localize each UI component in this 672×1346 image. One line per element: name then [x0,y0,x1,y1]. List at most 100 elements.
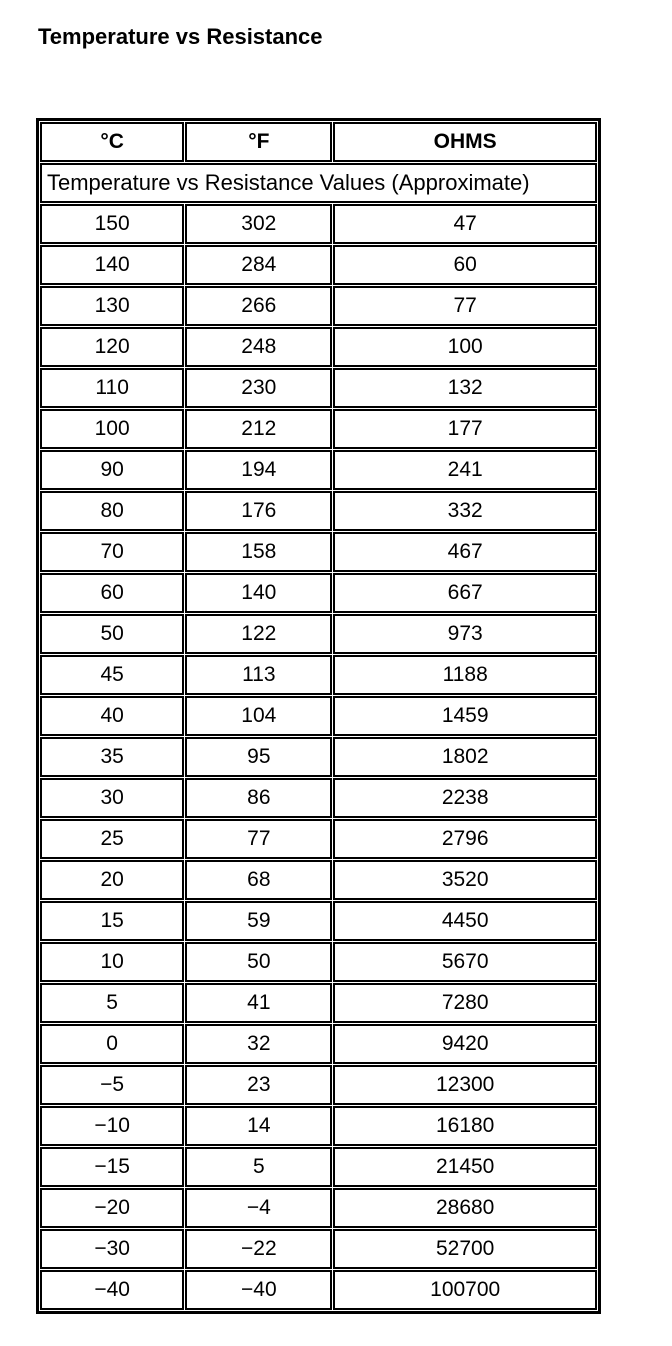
cell-ohms: 973 [333,614,597,654]
cell-ohms: 100700 [333,1270,597,1310]
cell-celsius: 80 [40,491,185,531]
cell-fahrenheit: 23 [185,1065,333,1105]
cell-celsius: 150 [40,204,185,244]
cell-ohms: 1188 [333,655,597,695]
table-row: 110 230 132 [40,368,597,408]
cell-fahrenheit: 14 [185,1106,333,1146]
table-row: −40 −40 100700 [40,1270,597,1310]
table-subtitle-row: Temperature vs Resistance Values (Approx… [40,163,597,203]
table-row: 70 158 467 [40,532,597,572]
cell-fahrenheit: −40 [185,1270,333,1310]
table-row: 20 68 3520 [40,860,597,900]
table-row: −20 −4 28680 [40,1188,597,1228]
cell-ohms: 60 [333,245,597,285]
cell-fahrenheit: 104 [185,696,333,736]
cell-ohms: 3520 [333,860,597,900]
table-row: 45 113 1188 [40,655,597,695]
temperature-resistance-table: °C °F OHMS Temperature vs Resistance Val… [36,118,601,1314]
cell-celsius: 30 [40,778,185,818]
table-row: 30 86 2238 [40,778,597,818]
cell-ohms: 2796 [333,819,597,859]
cell-fahrenheit: 266 [185,286,333,326]
cell-fahrenheit: 230 [185,368,333,408]
cell-ohms: 1459 [333,696,597,736]
cell-fahrenheit: 68 [185,860,333,900]
cell-ohms: 241 [333,450,597,490]
table-row: 100 212 177 [40,409,597,449]
cell-ohms: 177 [333,409,597,449]
cell-fahrenheit: 95 [185,737,333,777]
cell-ohms: 16180 [333,1106,597,1146]
column-header-fahrenheit: °F [185,122,333,162]
cell-fahrenheit: 302 [185,204,333,244]
cell-ohms: 2238 [333,778,597,818]
cell-celsius: −5 [40,1065,185,1105]
cell-celsius: 130 [40,286,185,326]
table-row: 10 50 5670 [40,942,597,982]
cell-celsius: 35 [40,737,185,777]
cell-celsius: 120 [40,327,185,367]
cell-fahrenheit: 113 [185,655,333,695]
table-row: −10 14 16180 [40,1106,597,1146]
table-row: 40 104 1459 [40,696,597,736]
page-title: Temperature vs Resistance [38,24,323,49]
table-row: 60 140 667 [40,573,597,613]
cell-fahrenheit: 158 [185,532,333,572]
cell-celsius: 100 [40,409,185,449]
table-subtitle: Temperature vs Resistance Values (Approx… [40,163,597,203]
cell-ohms: 100 [333,327,597,367]
table-row: 0 32 9420 [40,1024,597,1064]
table-row: 25 77 2796 [40,819,597,859]
table-row: 15 59 4450 [40,901,597,941]
cell-celsius: −40 [40,1270,185,1310]
cell-fahrenheit: 32 [185,1024,333,1064]
table-row: −15 5 21450 [40,1147,597,1187]
cell-ohms: 5670 [333,942,597,982]
cell-fahrenheit: −4 [185,1188,333,1228]
table-row: 150 302 47 [40,204,597,244]
cell-celsius: 40 [40,696,185,736]
table-row: 130 266 77 [40,286,597,326]
table-row: 80 176 332 [40,491,597,531]
cell-ohms: 4450 [333,901,597,941]
cell-fahrenheit: 140 [185,573,333,613]
cell-celsius: −15 [40,1147,185,1187]
cell-celsius: 0 [40,1024,185,1064]
cell-celsius: 50 [40,614,185,654]
cell-ohms: 7280 [333,983,597,1023]
cell-fahrenheit: 212 [185,409,333,449]
cell-celsius: 5 [40,983,185,1023]
cell-ohms: 52700 [333,1229,597,1269]
cell-celsius: −30 [40,1229,185,1269]
cell-ohms: 667 [333,573,597,613]
cell-celsius: 110 [40,368,185,408]
table-row: 5 41 7280 [40,983,597,1023]
cell-fahrenheit: 41 [185,983,333,1023]
table-row: −5 23 12300 [40,1065,597,1105]
cell-celsius: 140 [40,245,185,285]
cell-celsius: 45 [40,655,185,695]
cell-ohms: 77 [333,286,597,326]
cell-celsius: 15 [40,901,185,941]
cell-ohms: 132 [333,368,597,408]
cell-ohms: 332 [333,491,597,531]
column-header-celsius: °C [40,122,185,162]
table-row: −30 −22 52700 [40,1229,597,1269]
cell-celsius: 10 [40,942,185,982]
cell-fahrenheit: 59 [185,901,333,941]
cell-ohms: 47 [333,204,597,244]
table-row: 140 284 60 [40,245,597,285]
cell-fahrenheit: 284 [185,245,333,285]
cell-celsius: −20 [40,1188,185,1228]
table-row: 120 248 100 [40,327,597,367]
table-row: 50 122 973 [40,614,597,654]
cell-ohms: 467 [333,532,597,572]
cell-celsius: 60 [40,573,185,613]
table-header-row: °C °F OHMS [40,122,597,162]
cell-celsius: 20 [40,860,185,900]
cell-ohms: 28680 [333,1188,597,1228]
cell-fahrenheit: 194 [185,450,333,490]
cell-ohms: 21450 [333,1147,597,1187]
column-header-ohms: OHMS [333,122,597,162]
